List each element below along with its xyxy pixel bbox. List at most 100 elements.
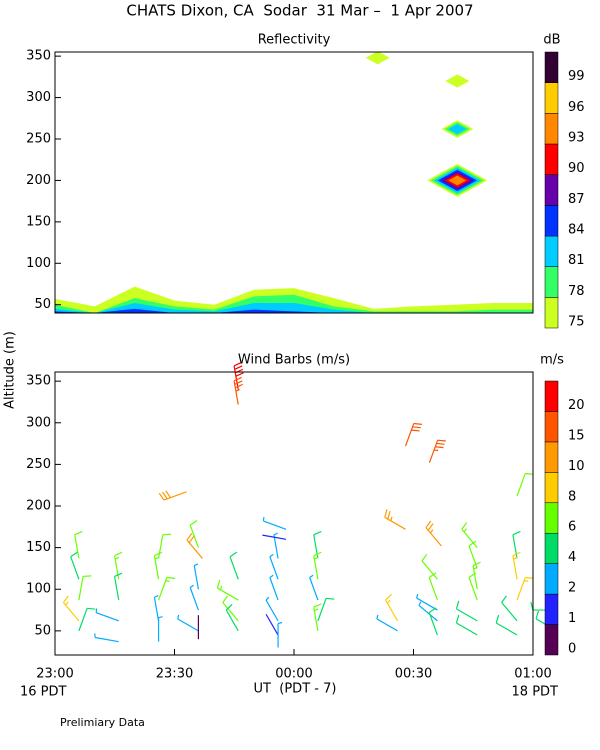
wind-barb	[309, 574, 319, 601]
y-tick-label: 350	[26, 49, 51, 64]
colorbar-box	[544, 113, 559, 145]
colorbar-tick-label: 90	[568, 161, 585, 176]
wind-barb	[512, 551, 521, 580]
contour-blob	[365, 52, 390, 65]
x-tick-label: 00:30	[395, 667, 432, 682]
colorbar-box	[544, 297, 559, 329]
x-axis-label: UT (PDT - 7)	[254, 682, 337, 697]
wind-barb	[313, 551, 322, 580]
y-tick-label: 300	[26, 415, 51, 430]
wind-barb	[74, 530, 83, 559]
axes-frame	[54, 371, 534, 656]
contour-blob	[445, 74, 470, 88]
wind-barb	[468, 572, 478, 601]
wind-barb	[317, 597, 335, 622]
wind-barb	[189, 584, 199, 611]
y-tick-label: 200	[26, 499, 51, 514]
colorbar-box	[544, 51, 559, 83]
wind-barb	[495, 614, 518, 636]
plot-area	[55, 52, 533, 313]
wind-barb	[313, 603, 322, 631]
wind-barb	[472, 561, 481, 590]
wind-barb	[62, 595, 80, 622]
wind-barb	[516, 472, 534, 497]
colorbar-tick-label: 4	[568, 550, 576, 565]
y-tick-label: 150	[26, 214, 51, 229]
wind-barb	[229, 551, 239, 580]
wind-barb	[262, 516, 287, 530]
colorbar-tick-label: 15	[568, 428, 585, 443]
x-tick-label: 23:00	[36, 667, 73, 682]
wind-barb	[455, 614, 478, 636]
wind-barb	[153, 551, 163, 580]
wind-barb	[269, 574, 279, 601]
colorbar-box	[544, 411, 559, 443]
wind-barb	[277, 621, 283, 648]
wind-barb	[428, 607, 438, 636]
panel-title: Reflectivity	[258, 33, 331, 48]
wind-barb	[384, 509, 406, 530]
wind-barb	[78, 575, 92, 601]
wind-barb	[193, 563, 199, 590]
wind-barb	[186, 533, 203, 559]
colorbar-tick-label: 20	[568, 398, 585, 413]
date-left: 16 PDT	[20, 685, 67, 700]
y-tick-label: 350	[26, 374, 51, 389]
colorbar-box	[544, 174, 559, 206]
colorbar-box	[544, 624, 559, 656]
colorbar-tick-label: 87	[568, 192, 585, 207]
colorbar-box	[544, 563, 559, 595]
colorbar-box	[544, 82, 559, 114]
wind-barb	[233, 361, 244, 390]
colorbar-tick-label: 75	[568, 315, 585, 330]
chart-title: CHATS Dixon, CA Sodar 31 Mar – 1 Apr 200…	[126, 2, 473, 20]
colorbar-tick-label: 96	[568, 100, 585, 115]
wind-barb	[78, 607, 96, 632]
y-tick-label: 250	[26, 457, 51, 472]
wind-barb	[157, 533, 172, 559]
wind-barb	[177, 614, 199, 632]
colorbar-box	[544, 143, 559, 175]
wind-barb	[262, 534, 287, 540]
wind-barb	[158, 576, 176, 601]
colorbar-box	[544, 235, 559, 267]
plot-body	[55, 52, 533, 313]
contour-blob	[448, 175, 467, 186]
contour-blob	[448, 124, 467, 135]
contour-band	[55, 303, 533, 313]
panel-title: Wind Barbs (m/s)	[238, 353, 350, 368]
colorbar-box	[544, 441, 559, 473]
wind-barb	[225, 603, 239, 632]
colorbar-box	[544, 593, 559, 625]
y-tick-label: 100	[26, 256, 51, 271]
wind-barb	[95, 608, 119, 622]
wind-barb	[269, 553, 279, 580]
wind-barb	[94, 633, 119, 643]
wind-barb	[376, 614, 398, 632]
y-tick-label: 50	[34, 297, 51, 312]
colorbar-label: dB	[543, 33, 560, 48]
colorbar-tick-label: 6	[568, 520, 576, 535]
y-tick-label: 150	[26, 540, 51, 555]
wind-barb	[421, 553, 438, 580]
wind-barb	[158, 490, 187, 501]
date-right: 18 PDT	[512, 685, 559, 700]
colorbar-tick-label: 10	[568, 459, 585, 474]
colorbar-box	[544, 205, 559, 237]
x-tick-label: 23:30	[156, 667, 193, 682]
colorbar-tick-label: 2	[568, 581, 576, 596]
wind-barb	[416, 593, 438, 611]
colorbar-tick-label: 1	[568, 611, 576, 626]
wind-barb	[265, 613, 279, 636]
wind-barb	[501, 595, 518, 622]
wind-barb	[461, 522, 478, 549]
wind-barb	[273, 532, 279, 559]
y-axis-label: Altitude (m)	[3, 331, 18, 409]
wind-barb	[428, 439, 446, 463]
wind-barb	[404, 422, 423, 447]
wind-barb	[70, 551, 80, 580]
y-tick-label: 300	[26, 90, 51, 105]
colorbar-tick-label: 84	[568, 223, 585, 238]
y-tick-label: 100	[26, 582, 51, 597]
wind-barb	[516, 576, 534, 601]
